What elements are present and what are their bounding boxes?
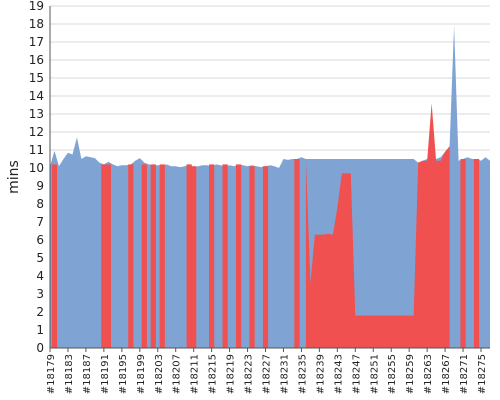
x-tick-label: #18223 [244, 354, 255, 394]
y-tick-label: 2 [36, 305, 44, 319]
y-tick-label: 5 [36, 251, 44, 265]
failed-build-bar [105, 164, 111, 348]
x-tick-label: #18239 [315, 354, 326, 394]
x-tick-labels: #18179 #18183 #18187 #18191 #18195 #18199 #182… [46, 348, 488, 394]
y-axis-label: mins [6, 160, 22, 194]
failed-build-bar [249, 166, 255, 348]
x-tick-label: #18195 [118, 354, 129, 394]
y-tick-label: 10 [29, 161, 44, 175]
failed-build-bar [460, 159, 466, 348]
y-tick-label: 4 [36, 269, 44, 283]
y-tick-label: 11 [29, 143, 44, 157]
x-tick-label: #18267 [441, 354, 452, 394]
axes [49, 6, 490, 349]
x-tick-label: #18207 [172, 354, 183, 394]
y-tick-label: 18 [29, 17, 44, 31]
x-tick-label: #18227 [262, 354, 273, 394]
y-tick-label: 19 [29, 0, 44, 13]
x-tick-label: #18235 [297, 354, 308, 394]
x-tick-label: #18215 [208, 354, 219, 394]
y-tick-label: 16 [29, 53, 44, 67]
failed-build-bar [128, 164, 134, 348]
failed-build-bar [186, 164, 192, 348]
x-tick-label: #18275 [477, 354, 488, 394]
x-tick-label: #18259 [405, 354, 416, 394]
x-tick-label: #18231 [279, 354, 290, 394]
x-tick-label: #18179 [46, 354, 57, 394]
failed-build-bar [101, 164, 107, 348]
x-tick-label: #18243 [333, 354, 344, 394]
y-tick-label: 8 [36, 197, 44, 211]
x-tick-label: #18203 [154, 354, 165, 394]
x-tick-label: #18187 [82, 354, 93, 394]
y-tick-label: 17 [29, 35, 44, 49]
y-tick-label: 14 [29, 89, 44, 103]
failed-build-bar [159, 164, 165, 348]
y-tick-label: 7 [36, 215, 44, 229]
y-tick-label: 3 [36, 287, 44, 301]
failed-build-bar [209, 164, 215, 348]
failed-build-bar [473, 159, 480, 348]
failed-build-bar [191, 166, 197, 348]
x-tick-label: #18211 [190, 354, 201, 394]
x-tick-label: #18219 [226, 354, 237, 394]
y-tick-label: 12 [29, 125, 44, 139]
failed-build-bars [51, 159, 480, 348]
y-tick-label: 0 [36, 341, 44, 355]
failed-build-bar [235, 164, 242, 348]
x-tick-label: #18263 [423, 354, 434, 394]
y-tick-label: 9 [36, 179, 44, 193]
x-tick-label: #18255 [387, 354, 398, 394]
x-tick-label: #18199 [136, 354, 147, 394]
x-tick-label: #18183 [64, 354, 75, 394]
failed-build-bar [294, 159, 300, 348]
x-tick-label: #18247 [351, 354, 362, 394]
y-tick-label: 6 [36, 233, 44, 247]
failed-build-bar [51, 164, 58, 348]
x-tick-label: #18251 [369, 354, 380, 394]
y-tick-label: 1 [36, 323, 44, 337]
failed-build-bar [262, 166, 269, 348]
y-tick-label: 15 [29, 71, 44, 85]
failed-build-bar [141, 164, 147, 348]
x-tick-label: #18191 [100, 354, 111, 394]
y-tick-label: 13 [29, 107, 44, 121]
series-area-1 [305, 103, 450, 348]
series-areas [50, 25, 490, 349]
failed-build-bar [222, 164, 228, 348]
x-tick-label: #18271 [459, 354, 470, 394]
failed-build-bar [150, 164, 156, 348]
